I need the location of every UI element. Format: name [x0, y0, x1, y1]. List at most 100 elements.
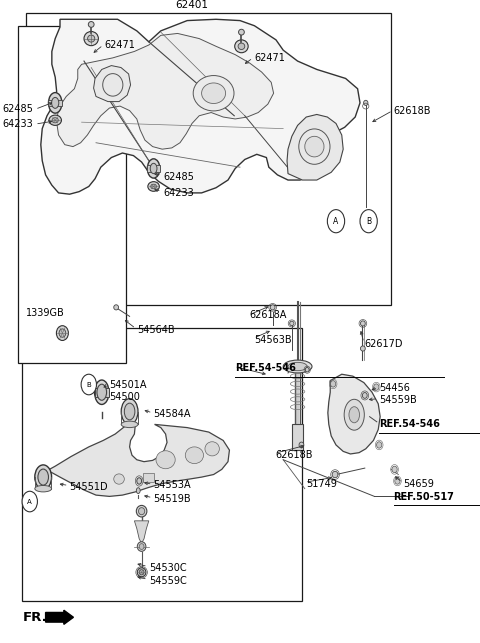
Ellipse shape: [35, 485, 51, 492]
Polygon shape: [287, 114, 343, 180]
Ellipse shape: [362, 392, 367, 398]
Ellipse shape: [35, 465, 51, 489]
Ellipse shape: [270, 305, 275, 310]
Text: A: A: [334, 217, 338, 226]
Ellipse shape: [137, 478, 142, 484]
Ellipse shape: [332, 471, 338, 478]
Text: 62401: 62401: [176, 0, 208, 10]
Ellipse shape: [52, 97, 59, 108]
Text: 54551D: 54551D: [70, 482, 108, 492]
Ellipse shape: [137, 541, 146, 552]
Ellipse shape: [139, 570, 144, 575]
Text: 64233: 64233: [163, 188, 194, 198]
Ellipse shape: [395, 478, 400, 484]
Text: B: B: [366, 217, 371, 226]
Ellipse shape: [156, 451, 175, 469]
Text: 54501A: 54501A: [109, 380, 147, 390]
Ellipse shape: [202, 83, 226, 104]
Text: 64233: 64233: [2, 119, 33, 129]
Ellipse shape: [205, 442, 219, 456]
Ellipse shape: [392, 466, 397, 473]
Text: 54519B: 54519B: [154, 494, 191, 504]
Ellipse shape: [299, 129, 330, 164]
Ellipse shape: [88, 21, 94, 27]
Ellipse shape: [185, 447, 204, 464]
Ellipse shape: [84, 32, 98, 46]
Polygon shape: [47, 418, 229, 496]
Ellipse shape: [103, 73, 123, 96]
Text: 62471: 62471: [254, 53, 285, 63]
Text: B: B: [86, 381, 91, 388]
Ellipse shape: [136, 505, 147, 517]
Text: A: A: [27, 498, 32, 505]
Ellipse shape: [288, 362, 307, 370]
Text: 54659: 54659: [403, 478, 434, 489]
Ellipse shape: [124, 403, 135, 420]
Ellipse shape: [49, 115, 61, 125]
Bar: [143, 473, 154, 482]
Ellipse shape: [88, 35, 95, 42]
Text: 54553A: 54553A: [154, 480, 191, 491]
Text: 62618B: 62618B: [276, 449, 313, 460]
Ellipse shape: [114, 305, 119, 310]
Ellipse shape: [289, 321, 294, 325]
Ellipse shape: [59, 329, 66, 337]
Text: 62617D: 62617D: [365, 339, 403, 349]
Text: 62485: 62485: [163, 172, 194, 182]
Ellipse shape: [235, 40, 248, 53]
Ellipse shape: [376, 442, 382, 448]
Bar: [95, 388, 109, 397]
Text: REF.54-546: REF.54-546: [379, 419, 440, 430]
Ellipse shape: [121, 421, 138, 428]
Text: 54563B: 54563B: [254, 334, 292, 345]
Polygon shape: [328, 374, 380, 454]
Ellipse shape: [57, 325, 69, 341]
Ellipse shape: [139, 544, 144, 549]
Ellipse shape: [283, 360, 312, 373]
Text: 54559C: 54559C: [149, 576, 187, 586]
Circle shape: [81, 374, 96, 395]
Text: 62485: 62485: [2, 104, 33, 114]
Circle shape: [327, 210, 345, 233]
Text: 54456: 54456: [379, 383, 410, 393]
Ellipse shape: [151, 185, 156, 189]
Circle shape: [22, 491, 37, 512]
Text: 54500: 54500: [109, 392, 140, 403]
Ellipse shape: [360, 321, 365, 326]
Bar: [292, 424, 303, 450]
Text: 51749: 51749: [306, 478, 336, 489]
Circle shape: [360, 210, 377, 233]
Ellipse shape: [305, 136, 324, 157]
Ellipse shape: [137, 568, 146, 577]
Polygon shape: [41, 19, 360, 194]
Bar: [147, 165, 160, 172]
Ellipse shape: [238, 43, 245, 50]
Text: 54530C: 54530C: [149, 563, 186, 574]
Ellipse shape: [360, 346, 365, 351]
FancyArrow shape: [46, 610, 73, 624]
Text: 62618A: 62618A: [250, 310, 287, 320]
Ellipse shape: [95, 380, 109, 404]
Ellipse shape: [52, 118, 59, 123]
Polygon shape: [94, 66, 131, 102]
Ellipse shape: [114, 474, 124, 484]
Text: REF.54-546: REF.54-546: [235, 363, 296, 374]
Bar: [26, 13, 391, 305]
Ellipse shape: [239, 29, 244, 35]
Ellipse shape: [121, 399, 138, 424]
Ellipse shape: [299, 442, 304, 448]
Text: 54564B: 54564B: [137, 325, 174, 335]
Ellipse shape: [193, 76, 234, 111]
Ellipse shape: [349, 406, 360, 423]
Text: 1339GB: 1339GB: [26, 308, 65, 318]
Polygon shape: [57, 33, 274, 149]
Bar: [48, 100, 62, 106]
Ellipse shape: [305, 368, 309, 372]
Text: 54559B: 54559B: [379, 395, 417, 405]
Bar: [18, 26, 126, 363]
Ellipse shape: [150, 163, 157, 174]
Ellipse shape: [373, 384, 379, 390]
Ellipse shape: [364, 100, 368, 105]
Ellipse shape: [148, 182, 159, 192]
Ellipse shape: [344, 399, 364, 430]
